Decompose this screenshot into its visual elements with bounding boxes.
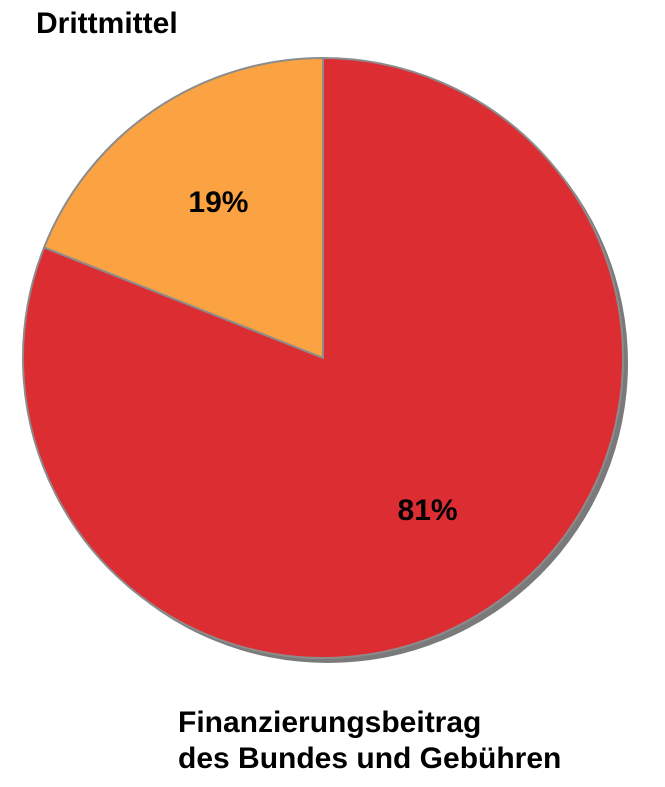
slice-label-drittmittel: Drittmittel — [36, 7, 178, 40]
slice-label-bund-line-2: des Bundes und Gebühren — [178, 742, 562, 775]
pie-slice-drittmittel — [43, 57, 324, 359]
value-label-drittmittel: 19% — [188, 186, 248, 219]
slice-label-bund: Finanzierungsbeitrag des Bundes und Gebü… — [178, 705, 561, 777]
pie-slice-bund — [22, 57, 624, 659]
slice-label-bund-line-1: Finanzierungsbeitrag — [178, 706, 482, 739]
pie-value-labels: 19% 81% — [188, 186, 457, 527]
pie-slices — [22, 57, 624, 659]
value-label-bund: 81% — [398, 494, 458, 527]
